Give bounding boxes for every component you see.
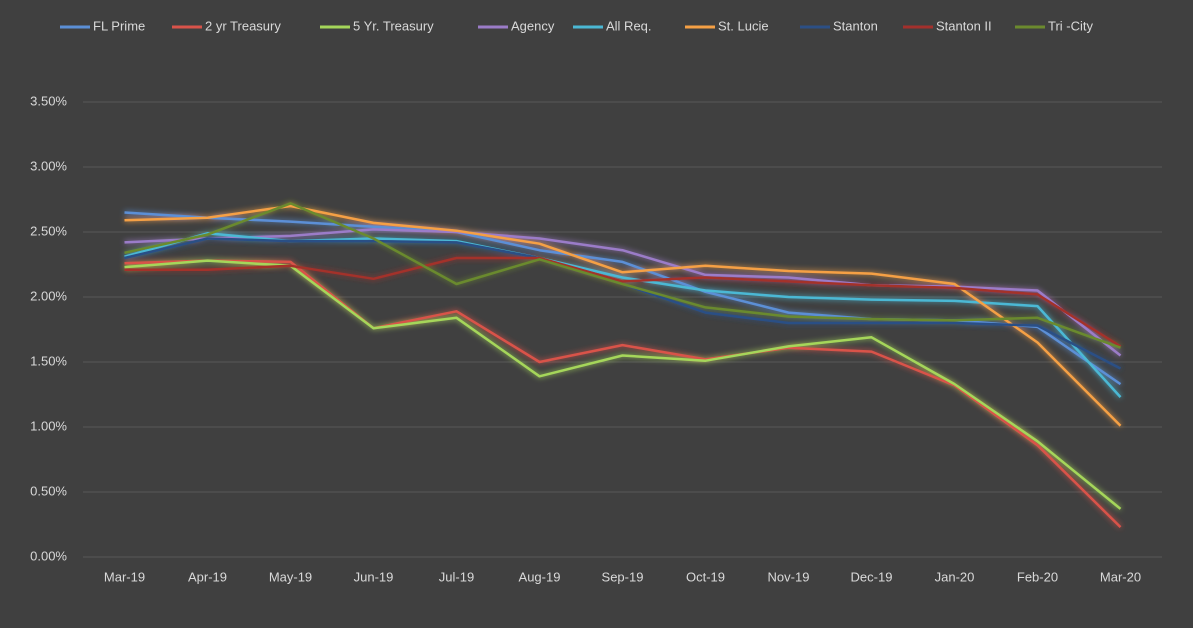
legend-label: FL Prime [93,18,145,33]
x-tick-label: Jun-19 [354,569,394,584]
legend-label: All Req. [606,18,652,33]
y-tick-label: 1.50% [30,353,67,368]
x-tick-label: Mar-20 [1100,569,1141,584]
x-tick-label: Sep-19 [602,569,644,584]
x-tick-label: Nov-19 [768,569,810,584]
y-tick-label: 0.00% [30,548,67,563]
x-tick-label: Oct-19 [686,569,725,584]
x-tick-label: Jul-19 [439,569,474,584]
y-tick-label: 3.00% [30,158,67,173]
y-tick-label: 2.00% [30,288,67,303]
series-line [124,256,1122,348]
y-tick-label: 0.50% [30,483,67,498]
series-line [124,228,1122,357]
legend-label: 5 Yr. Treasury [353,18,434,33]
y-tick-label: 2.50% [30,223,67,238]
series-line [124,204,1122,427]
legend-label: Stanton II [936,18,992,33]
legend-label: St. Lucie [718,18,769,33]
series-group [124,202,1122,528]
series-line [124,202,1121,349]
x-tick-label: Jan-20 [935,569,975,584]
legend-label: Stanton [833,18,878,33]
x-tick-label: May-19 [269,569,312,584]
x-tick-label: Mar-19 [104,569,145,584]
x-tick-label: Feb-20 [1017,569,1058,584]
legend-label: 2 yr Treasury [205,18,281,33]
y-tick-label: 3.50% [30,93,67,108]
x-tick-label: Dec-19 [851,569,893,584]
x-tick-label: Aug-19 [519,569,561,584]
legend-label: Agency [511,18,555,33]
y-tick-label: 1.00% [30,418,67,433]
legend-label: Tri -City [1048,18,1094,33]
x-tick-label: Apr-19 [188,569,227,584]
